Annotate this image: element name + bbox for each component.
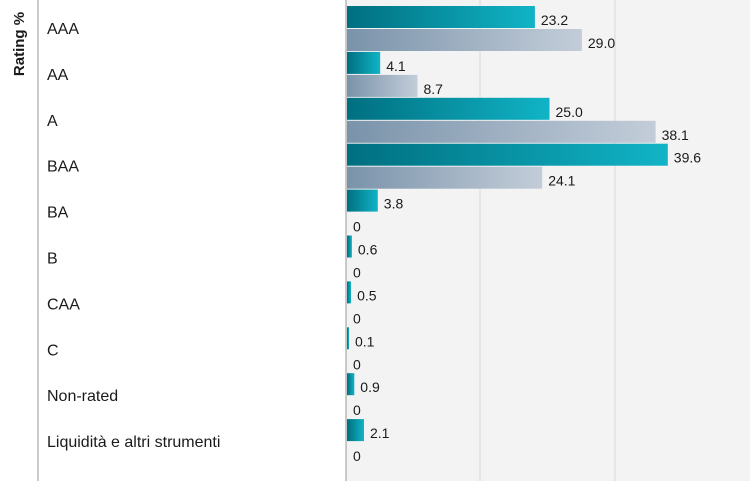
data-label: 39.6 [674, 150, 701, 166]
data-label: 0 [353, 402, 361, 418]
plot-area [346, 0, 750, 481]
bar-series-1 [347, 327, 349, 350]
category-label: B [47, 251, 58, 268]
data-label: 0 [353, 219, 361, 235]
bar-series-1 [347, 419, 364, 442]
bar-series-1 [347, 189, 378, 212]
bar-series-1 [347, 97, 550, 120]
data-label: 0 [353, 310, 361, 326]
data-label: 0.6 [358, 242, 378, 258]
data-label: 0 [353, 448, 361, 464]
data-label: 29.0 [588, 35, 615, 51]
bar-series-2 [347, 166, 543, 189]
category-label: C [47, 342, 59, 359]
data-label: 24.1 [548, 173, 575, 189]
value-labels: 23.2 29.0 4.1 8.7 25.0 38.1 39.6 24.1 3.8 0 0.6 0 0.… [353, 12, 701, 464]
bars [347, 6, 668, 442]
data-label: 2.1 [370, 425, 390, 441]
y-axis-title: Rating % [11, 12, 28, 76]
category-label: CAA [47, 296, 80, 313]
data-label: 25.0 [556, 104, 583, 120]
category-label: Non-rated [47, 388, 118, 405]
bar-series-1 [347, 143, 668, 166]
bar-series-2 [347, 29, 582, 51]
data-label: 0 [353, 356, 361, 372]
grid-lines [479, 0, 616, 481]
data-label: 3.8 [384, 196, 404, 212]
bar-series-2 [347, 74, 418, 97]
category-label: AAA [47, 21, 79, 38]
bar-series-1 [347, 281, 351, 304]
data-label: 0.5 [357, 287, 377, 303]
bar-series-1 [347, 235, 352, 258]
category-label: A [47, 113, 58, 130]
category-label: Liquidità e altri strumenti [47, 434, 220, 451]
data-label: 0.1 [355, 333, 375, 349]
data-label: 0 [353, 265, 361, 281]
data-label: 23.2 [541, 12, 568, 28]
category-label: BA [47, 205, 69, 222]
data-label: 4.1 [386, 58, 406, 74]
data-label: 8.7 [424, 81, 444, 97]
category-label: AA [47, 67, 69, 84]
bar-series-1 [347, 373, 355, 396]
category-label: BAA [47, 159, 79, 176]
bar-series-1 [347, 6, 535, 28]
data-label: 38.1 [662, 127, 689, 143]
bar-series-2 [347, 120, 656, 143]
bar-series-1 [347, 51, 381, 74]
data-label: 0.9 [360, 379, 380, 395]
